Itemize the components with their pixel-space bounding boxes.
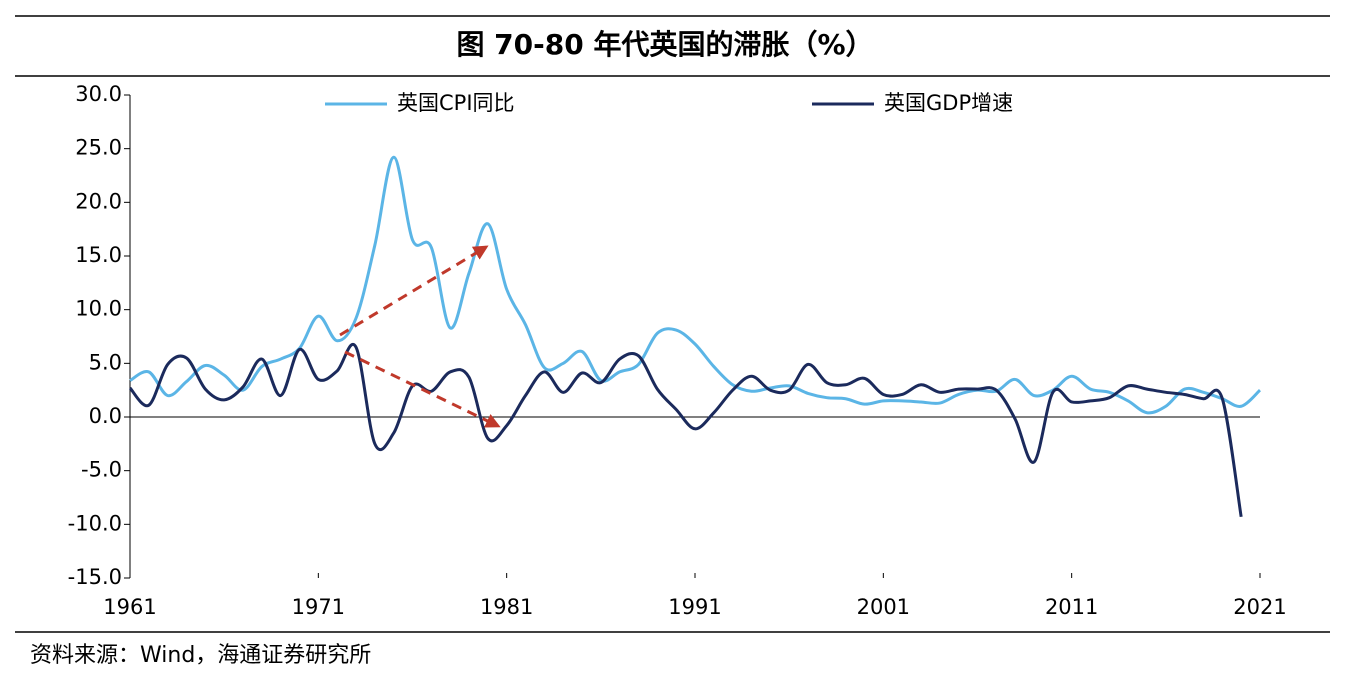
y-tick-label: 5.0 (89, 350, 122, 374)
annotation-arrow (339, 245, 489, 337)
x-tick-label: 1991 (668, 595, 721, 619)
data-line (129, 155, 1262, 415)
y-tick-label: -10.0 (68, 511, 122, 535)
annotation-arrow (344, 350, 501, 428)
data-line (128, 343, 1243, 518)
x-tick-label: 2011 (1045, 595, 1098, 619)
legend-label: 英国GDP增速 (884, 91, 1013, 115)
x-tick-label: 1981 (480, 595, 533, 619)
chart-title: 图 70-80 年代英国的滞胀（%） (456, 28, 873, 61)
y-tick-label: 0.0 (89, 404, 122, 428)
x-tick-label: 1961 (103, 595, 156, 619)
y-tick-label: 30.0 (75, 82, 122, 106)
y-tick-label: 10.0 (75, 297, 122, 321)
y-tick-label: 25.0 (75, 136, 122, 160)
y-tick-label: 20.0 (75, 189, 122, 213)
y-tick-label: 15.0 (75, 243, 122, 267)
y-tick-label: -5.0 (81, 458, 122, 482)
plot: 30.0 25.0 20.0 15.0 10.0 5.0 0.0 -5.0 -10.0 -15.0… (68, 82, 1287, 619)
source: 资料来源：Wind，海通证券研究所 (30, 643, 371, 668)
legend-label: 英国CPI同比 (397, 91, 515, 115)
x-tick-label: 2001 (857, 595, 910, 619)
y-tick-label: -15.0 (68, 565, 122, 589)
x-tick-label: 1971 (292, 595, 345, 619)
x-tick-label: 2021 (1233, 595, 1286, 619)
